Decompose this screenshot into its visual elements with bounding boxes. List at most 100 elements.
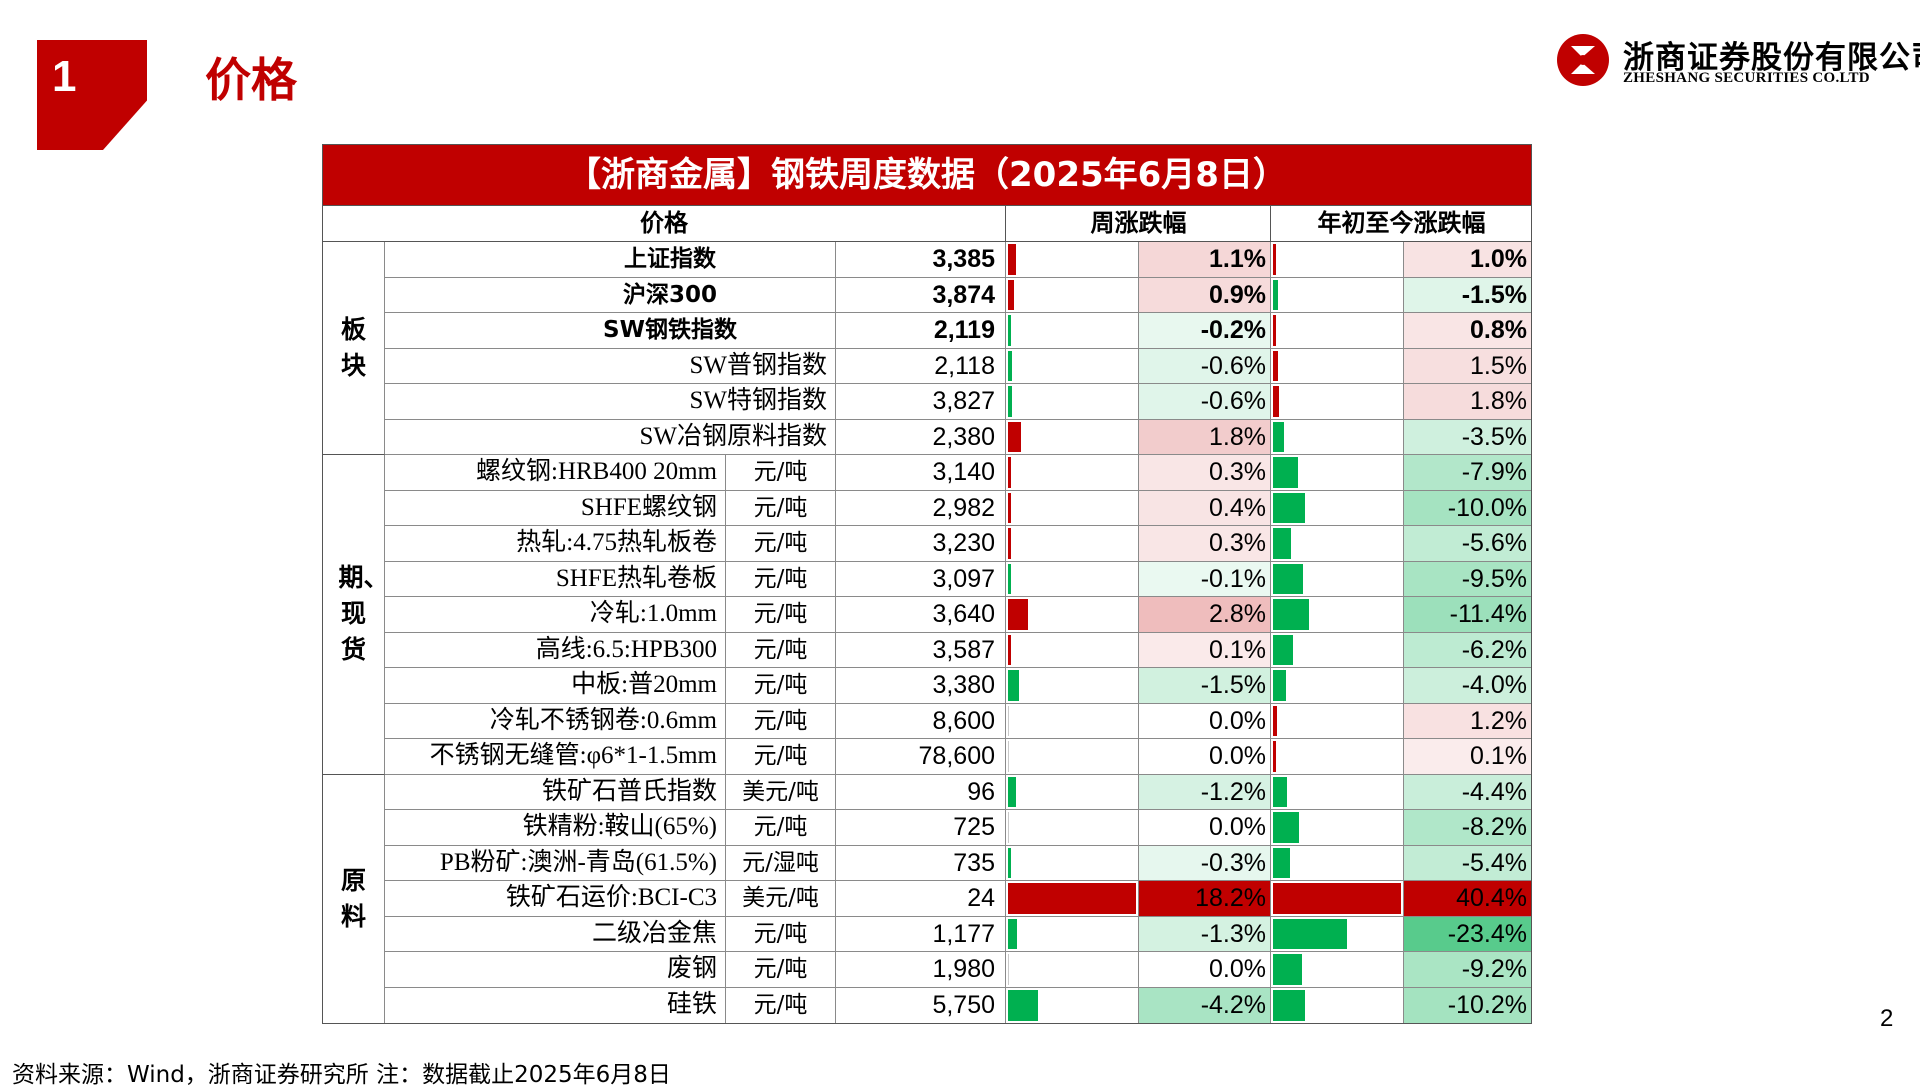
ytd-bar-cell — [1270, 597, 1403, 632]
steel-weekly-table: 【浙商金属】钢铁周度数据（2025年6月8日） 价格 周涨跌幅 年初至今涨跌幅 … — [322, 144, 1532, 1024]
table-row: SW普钢指数 2,118 -0.6% 1.5% — [323, 348, 1531, 384]
ytd-pct: 1.8% — [1403, 384, 1531, 419]
row-value: 3,874 — [835, 277, 1005, 312]
ytd-bar — [1273, 279, 1278, 310]
weekly-pct: 18.2% — [1138, 881, 1270, 916]
row-value: 3,097 — [835, 561, 1005, 596]
ytd-bar-cell — [1270, 916, 1403, 951]
ytd-pct: -3.5% — [1403, 419, 1531, 454]
weekly-bar — [1008, 350, 1013, 381]
table-row: 硅铁 元/吨 5,750 -4.2% -10.2% — [323, 987, 1531, 1023]
weekly-bar — [1008, 705, 1009, 736]
weekly-pct: -0.1% — [1138, 561, 1270, 596]
row-value: 8,600 — [835, 703, 1005, 738]
table-row: SW特钢指数 3,827 -0.6% 1.8% — [323, 384, 1531, 420]
row-unit: 元/吨 — [725, 916, 835, 951]
ytd-pct: -8.2% — [1403, 810, 1531, 845]
weekly-bar — [1008, 954, 1009, 985]
row-unit: 元/吨 — [725, 703, 835, 738]
weekly-pct: 0.0% — [1138, 739, 1270, 774]
row-name: 螺纹钢:HRB400 20mm — [476, 458, 717, 485]
category-text: 原料 — [340, 865, 366, 931]
ytd-pct: 0.8% — [1403, 313, 1531, 348]
ytd-pct: -7.9% — [1403, 455, 1531, 490]
row-name: 二级冶金焦 — [591, 919, 717, 947]
weekly-bar — [1008, 599, 1028, 630]
ytd-pct: -10.2% — [1403, 987, 1531, 1023]
row-name: 高线:6.5:HPB300 — [535, 635, 717, 663]
ytd-bar — [1273, 492, 1305, 523]
weekly-bar-cell — [1005, 810, 1138, 845]
weekly-pct: -0.6% — [1138, 348, 1270, 383]
weekly-bar — [1008, 812, 1009, 843]
table-row: 铁精粉:鞍山(65%) 元/吨 725 0.0% -8.2% — [323, 810, 1531, 846]
row-name: 废钢 — [666, 955, 717, 982]
ytd-pct: -10.0% — [1403, 490, 1531, 525]
weekly-pct: 0.3% — [1138, 455, 1270, 490]
weekly-bar-cell — [1005, 242, 1138, 277]
ytd-pct: 40.4% — [1403, 881, 1531, 916]
weekly-pct: -4.2% — [1138, 987, 1270, 1023]
ytd-bar — [1273, 776, 1287, 807]
row-name: 不锈钢无缝管:φ6*1-1.5mm — [429, 742, 717, 769]
ytd-bar — [1273, 528, 1291, 559]
weekly-bar — [1008, 670, 1019, 701]
weekly-pct: -1.5% — [1138, 668, 1270, 703]
ytd-bar — [1273, 457, 1299, 488]
row-value: 3,140 — [835, 455, 1005, 490]
weekly-pct: 2.8% — [1138, 597, 1270, 632]
weekly-bar-cell — [1005, 703, 1138, 738]
row-unit: 元/吨 — [725, 561, 835, 596]
ytd-bar-cell — [1270, 845, 1403, 880]
weekly-bar — [1008, 315, 1011, 346]
ytd-bar — [1273, 350, 1278, 381]
weekly-pct: 0.0% — [1138, 703, 1270, 738]
weekly-pct: -1.3% — [1138, 916, 1270, 951]
ytd-pct: -23.4% — [1403, 916, 1531, 951]
table-row: 铁矿石普氏指数 美元/吨 96 -1.2% -4.4% — [323, 774, 1531, 810]
ytd-bar — [1273, 954, 1303, 985]
table-row: 沪深300 3,874 0.9% -1.5% — [323, 277, 1531, 313]
row-value: 725 — [835, 810, 1005, 845]
weekly-bar-cell — [1005, 739, 1138, 774]
ytd-bar-cell — [1270, 952, 1403, 987]
table-row: 不锈钢无缝管:φ6*1-1.5mm 元/吨 78,600 0.0% 0.1% — [323, 739, 1531, 775]
weekly-pct: 0.4% — [1138, 490, 1270, 525]
ytd-pct: 0.1% — [1403, 739, 1531, 774]
weekly-bar-cell — [1005, 952, 1138, 987]
ytd-bar — [1273, 847, 1291, 878]
ytd-bar-cell — [1270, 810, 1403, 845]
row-name: PB粉矿:澳洲-青岛(61.5%) — [439, 848, 717, 876]
company-name-cn: 浙商证券股份有限公司 — [1623, 40, 1920, 76]
table-row: 螺纹钢:HRB400 20mm 元/吨 3,140 0.3% -7.9% — [323, 455, 1531, 491]
category-label: 原料 — [323, 774, 385, 1023]
row-name: SW钢铁指数 — [603, 317, 737, 343]
row-value: 78,600 — [835, 739, 1005, 774]
ytd-bar-cell — [1270, 632, 1403, 667]
row-value: 735 — [835, 845, 1005, 880]
weekly-bar — [1008, 279, 1015, 310]
weekly-bar-cell — [1005, 419, 1138, 454]
category-label: 板块 — [323, 242, 385, 455]
weekly-bar — [1008, 244, 1016, 275]
category-text: 期、现货 — [338, 563, 389, 665]
ytd-bar — [1273, 563, 1304, 594]
row-unit: 元/吨 — [725, 455, 835, 490]
ytd-bar-cell — [1270, 242, 1403, 277]
weekly-bar-cell — [1005, 455, 1138, 490]
ytd-pct: 1.0% — [1403, 242, 1531, 277]
weekly-bar-cell — [1005, 668, 1138, 703]
weekly-bar-cell — [1005, 632, 1138, 667]
weekly-bar-cell — [1005, 561, 1138, 596]
weekly-pct: -0.3% — [1138, 845, 1270, 880]
weekly-bar — [1008, 421, 1021, 452]
table-body: 上证指数 3,385 1.1% 1.0% 沪深300 3,874 0.9% -1.5% SW钢铁… — [323, 242, 1531, 1023]
weekly-pct: -1.2% — [1138, 774, 1270, 809]
row-unit: 元/吨 — [725, 526, 835, 561]
ytd-bar — [1273, 244, 1277, 275]
ytd-bar-cell — [1270, 668, 1403, 703]
ytd-bar-cell — [1270, 774, 1403, 809]
row-unit: 元/吨 — [725, 632, 835, 667]
ytd-bar-cell — [1270, 490, 1403, 525]
ytd-bar — [1273, 883, 1401, 914]
